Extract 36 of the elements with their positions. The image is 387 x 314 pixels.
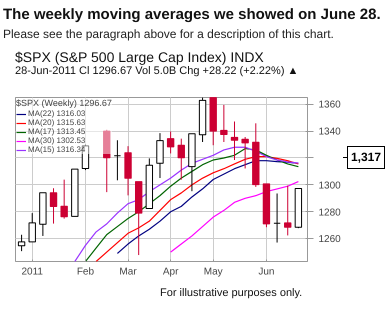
candlestick (60, 179, 68, 220)
chart-subtitle: Please see the paragraph above for a description of this chart. (2, 26, 335, 44)
x-tick-label: Mar (119, 266, 138, 278)
legend-label: MA(20) 1315.63 (28, 118, 86, 127)
y-tick-label: 1300 (318, 180, 342, 192)
chart-title: The weekly moving averages we showed on June 28. (2, 5, 382, 25)
x-tick-label: Jun (258, 266, 274, 278)
y-tick-label: 1340 (318, 126, 342, 138)
x-tick-label: Feb (76, 266, 95, 278)
candlestick (114, 140, 122, 181)
text: 28-Jun-2011 Cl 1296.67 Vol 5.0B Chg +28.22 (+2.22%) ▲ (14, 64, 300, 78)
candlestick (284, 185, 292, 236)
x-tick-label: 2011 (21, 266, 44, 278)
y-tick-label: 1280 (318, 207, 342, 218)
y-tick-label: 1360 (318, 100, 342, 111)
candlestick (166, 131, 174, 154)
candlestick (50, 188, 58, 224)
candlestick (273, 192, 281, 244)
legend-label: MA(17) 1313.45 (28, 127, 86, 136)
legend-label: MA(30) 1302.53 (28, 136, 86, 145)
x-tick-label: Apr (162, 266, 180, 278)
candlestick (230, 121, 238, 161)
text: $SPX (S&P 500 Large Cap Index) INDX (14, 48, 265, 65)
candlestick (28, 212, 36, 242)
candlestick (220, 104, 228, 142)
legend-title: $SPX (Weekly) 1296.67 (16, 98, 112, 108)
candlestick (156, 132, 164, 179)
candlestick (18, 234, 26, 252)
candlestick (241, 136, 249, 169)
y-tick-label: 1260 (318, 234, 342, 246)
text: For illustrative purposes only. (159, 286, 304, 301)
line-series (170, 180, 299, 253)
text: 1,317 (347, 146, 386, 170)
x-tick-label: May (204, 266, 223, 278)
legend-label: MA(22) 1316.03 (28, 109, 86, 118)
candlestick (178, 138, 185, 180)
